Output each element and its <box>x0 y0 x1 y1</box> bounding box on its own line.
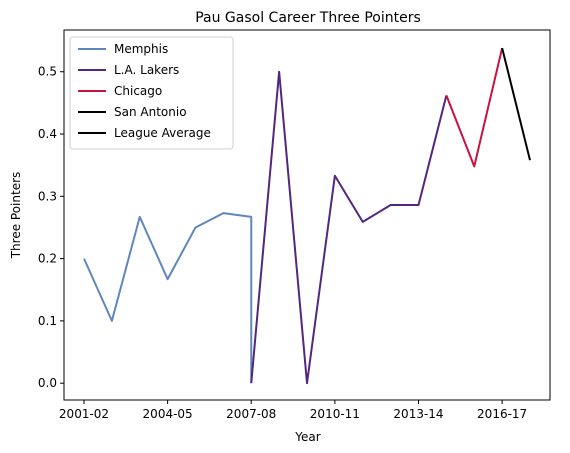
legend-label: L.A. Lakers <box>114 63 179 77</box>
x-tick-label: 2013-14 <box>393 407 443 421</box>
y-tick-label: 0.4 <box>38 127 57 141</box>
y-tick-label: 0.5 <box>38 65 57 79</box>
series-line-san-antonio <box>501 47 531 161</box>
y-tick-label: 0.1 <box>38 314 57 328</box>
legend-label: Chicago <box>114 84 162 98</box>
plot-area <box>83 47 531 385</box>
x-tick-label: 2016-17 <box>477 407 527 421</box>
x-axis: 2001-02 2004-05 2007-08 2010-11 2013-14 2016-… <box>59 400 527 421</box>
series-line-chicago <box>445 47 504 168</box>
legend-label: San Antonio <box>114 105 187 119</box>
y-tick-label: 0.2 <box>38 252 57 266</box>
plot-frame <box>63 29 551 401</box>
x-tick-label: 2001-02 <box>59 407 109 421</box>
y-tick-label: 0.3 <box>38 189 57 203</box>
x-tick-label: 2004-05 <box>143 407 193 421</box>
x-tick-label: 2007-08 <box>226 407 276 421</box>
x-axis-label: Year <box>294 430 320 444</box>
chart-title: Pau Gasol Career Three Pointers <box>195 10 421 26</box>
y-axis: 0.0 0.1 0.2 0.3 0.4 0.5 <box>38 65 64 390</box>
y-axis-label: Three Pointers <box>9 172 23 260</box>
legend-label: Memphis <box>114 42 168 56</box>
x-tick-label: 2010-11 <box>310 407 360 421</box>
series-line-l-a-lakers <box>250 70 448 385</box>
y-tick-label: 0.0 <box>38 376 57 390</box>
chart-legend: Memphis L.A. Lakers Chicago San Antonio Leag… <box>69 36 234 150</box>
legend-label: League Average <box>114 126 211 140</box>
legend-box <box>69 36 234 150</box>
series-line-memphis <box>83 212 253 384</box>
